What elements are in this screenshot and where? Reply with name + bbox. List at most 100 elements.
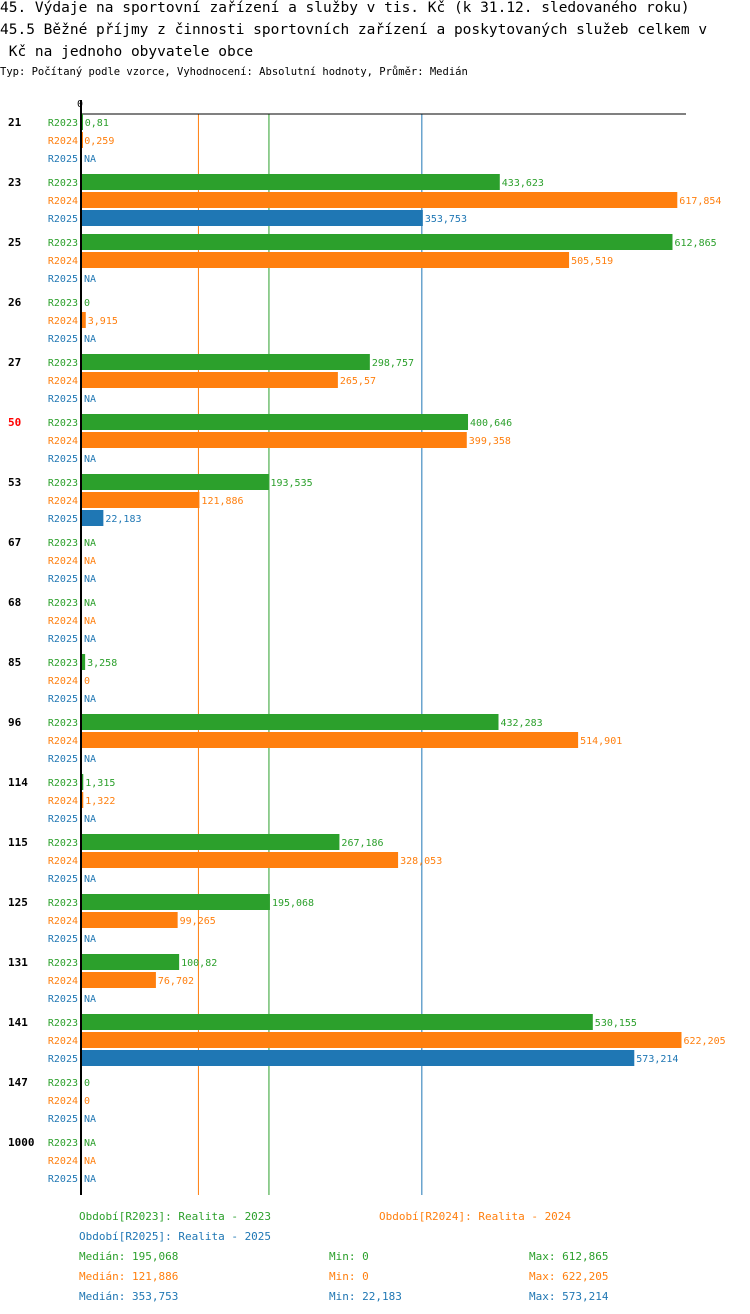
series-label: R2025 (48, 634, 78, 645)
series-label: R2024 (48, 856, 78, 867)
series-label: R2024 (48, 736, 78, 747)
category-label: 67 (8, 536, 21, 549)
series-label: R2024 (48, 196, 78, 207)
stat-median-r2025: Medián: 353,753 (79, 1290, 179, 1303)
bar-r2024-141 (82, 1032, 682, 1048)
category-label: 25 (8, 236, 21, 249)
series-label: R2025 (48, 154, 78, 165)
data-label: NA (84, 1114, 96, 1125)
data-label: 121,886 (201, 496, 243, 507)
bar-r2024-27 (82, 372, 338, 388)
series-label: R2025 (48, 994, 78, 1005)
stat-max-r2023: Max: 612,865 (529, 1250, 609, 1263)
data-label: 3,258 (87, 658, 117, 669)
bar-r2023-50 (82, 414, 469, 430)
bar-r2023-141 (82, 1014, 593, 1030)
series-label: R2024 (48, 256, 78, 267)
data-label: NA (84, 1156, 96, 1167)
category-label: 53 (8, 476, 21, 489)
series-label: R2025 (48, 274, 78, 285)
data-label: NA (84, 874, 96, 885)
series-label: R2023 (48, 838, 78, 849)
bar-r2023-85 (82, 654, 86, 670)
data-label: NA (84, 598, 96, 609)
bar-r2024-21 (82, 132, 83, 148)
bar-r2023-114 (82, 774, 84, 790)
series-label: R2023 (48, 118, 78, 129)
series-label: R2024 (48, 376, 78, 387)
data-label: 612,865 (674, 238, 716, 249)
category-label: 21 (8, 116, 22, 129)
bar-r2024-53 (82, 492, 200, 508)
bar-r2024-26 (82, 312, 86, 328)
series-label: R2025 (48, 1174, 78, 1185)
data-label: 76,702 (158, 976, 194, 987)
series-label: R2023 (48, 898, 78, 909)
series-label: R2023 (48, 1018, 78, 1029)
data-label: 195,068 (272, 898, 314, 909)
category-label: 131 (8, 956, 28, 969)
legend-r2024: Období[R2024]: Realita - 2024 (379, 1210, 572, 1223)
series-label: R2025 (48, 454, 78, 465)
data-label: 505,519 (571, 256, 613, 267)
bar-r2024-114 (82, 792, 84, 808)
bar-r2025-23 (82, 210, 423, 226)
stat-max-r2025: Max: 573,214 (529, 1290, 609, 1303)
stat-min-r2024: Min: 0 (329, 1270, 369, 1283)
series-label: R2023 (48, 238, 78, 249)
series-label: R2023 (48, 718, 78, 729)
bar-r2023-21 (82, 114, 83, 130)
data-label: NA (84, 454, 96, 465)
series-label: R2024 (48, 136, 78, 147)
bar-r2024-131 (82, 972, 156, 988)
series-label: R2024 (48, 796, 78, 807)
data-label: NA (84, 634, 96, 645)
series-label: R2025 (48, 1054, 78, 1065)
data-label: 100,82 (181, 958, 217, 969)
data-label: NA (84, 1138, 96, 1149)
stat-median-r2023: Medián: 195,068 (79, 1250, 179, 1263)
bar-r2023-53 (82, 474, 269, 490)
bar-r2025-53 (82, 510, 104, 526)
series-label: R2024 (48, 316, 78, 327)
data-label: NA (84, 538, 96, 549)
data-label: 193,535 (270, 478, 312, 489)
chart-subtitle: 45.5 Běžné příjmy z činnosti sportovních… (0, 22, 708, 38)
series-label: R2024 (48, 676, 78, 687)
series-label: R2023 (48, 358, 78, 369)
series-label: R2024 (48, 436, 78, 447)
data-label: NA (84, 754, 96, 765)
stat-median-r2024: Medián: 121,886 (79, 1270, 179, 1283)
bar-r2023-115 (82, 834, 340, 850)
category-label: 115 (8, 836, 28, 849)
data-label: 530,155 (595, 1018, 637, 1029)
bar-r2023-131 (82, 954, 180, 970)
series-label: R2024 (48, 1096, 78, 1107)
data-label: 99,265 (180, 916, 216, 927)
series-label: R2023 (48, 598, 78, 609)
series-label: R2024 (48, 556, 78, 567)
data-label: NA (84, 994, 96, 1005)
data-label: 433,623 (502, 178, 544, 189)
data-label: NA (84, 274, 96, 285)
legend-r2023: Období[R2023]: Realita - 2023 (79, 1210, 272, 1223)
data-label: 298,757 (372, 358, 414, 369)
bar-r2023-27 (82, 354, 370, 370)
bar-r2023-125 (82, 894, 270, 910)
category-label: 1000 (8, 1136, 35, 1149)
bar-r2023-25 (82, 234, 673, 250)
series-label: R2023 (48, 178, 78, 189)
data-label: 399,358 (469, 436, 511, 447)
series-label: R2024 (48, 496, 78, 507)
series-label: R2023 (48, 778, 78, 789)
data-label: 573,214 (636, 1054, 678, 1065)
data-label: 0,81 (85, 118, 109, 129)
x-tick-label: 0 (77, 99, 83, 110)
series-label: R2024 (48, 616, 78, 627)
series-label: R2025 (48, 394, 78, 405)
series-label: R2023 (48, 538, 78, 549)
bar-r2024-96 (82, 732, 579, 748)
data-label: NA (84, 556, 96, 567)
data-label: 0,259 (84, 136, 114, 147)
data-label: 265,57 (340, 376, 376, 387)
